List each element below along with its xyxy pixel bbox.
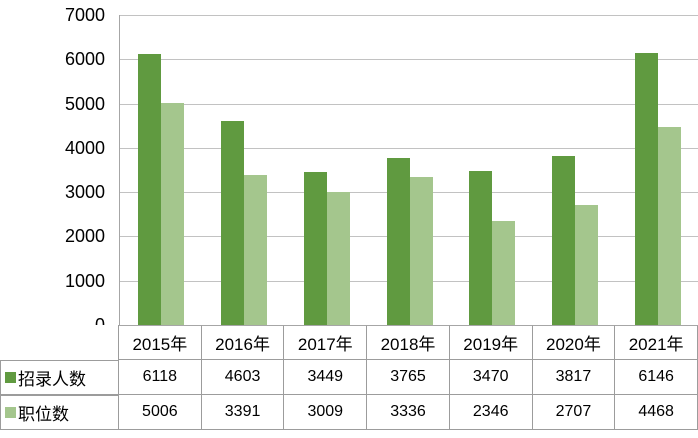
table-value-cell: 5006 [119, 395, 202, 430]
y-axis-label: 2000 [64, 226, 105, 247]
table-header-cell: 2021年 [615, 325, 698, 360]
legend-label-text: 招录人数 [18, 370, 86, 389]
table-value-cell: 3817 [532, 360, 616, 395]
table-value-cell: 2707 [532, 395, 616, 430]
legend-label-职位数: 职位数 [0, 395, 119, 430]
table-value-cell: 6118 [119, 360, 202, 395]
table-header-cell: 2016年 [201, 325, 285, 360]
gridline [120, 15, 698, 16]
bar-职位数-2017年 [326, 192, 350, 325]
table-value-cell: 3009 [284, 395, 368, 430]
legend-label-text: 职位数 [18, 405, 69, 424]
table-value-cell: 6146 [615, 360, 698, 395]
bar-职位数-2019年 [492, 221, 516, 325]
table-value-cell: 3336 [367, 395, 450, 430]
bar-招录人数-2018年 [386, 158, 410, 325]
y-axis-label: 5000 [64, 93, 105, 114]
bar-职位数-2021年 [657, 127, 681, 325]
legend-swatch-icon [5, 372, 16, 383]
bar-招录人数-2021年 [634, 53, 658, 325]
table-value-cell: 3765 [367, 360, 450, 395]
legend-label-招录人数: 招录人数 [0, 360, 119, 395]
table-header-cell: 2020年 [532, 325, 616, 360]
gridline [120, 147, 698, 149]
table-value-cell: 4603 [201, 360, 285, 395]
table-header-cell: 2019年 [449, 325, 533, 360]
y-axis: 01000200030004000500060007000 [0, 5, 105, 335]
bar-招录人数-2016年 [221, 121, 245, 325]
y-axis-label: 3000 [64, 182, 105, 203]
gridline [120, 59, 698, 61]
gridline [120, 103, 698, 105]
y-axis-label: 4000 [64, 137, 105, 158]
table-value-cell: 2346 [449, 395, 533, 430]
table-header-cell: 2018年 [367, 325, 450, 360]
bar-职位数-2020年 [574, 205, 598, 325]
bar-职位数-2015年 [161, 103, 185, 325]
table-value-cell: 4468 [615, 395, 698, 430]
y-axis-label: 6000 [64, 49, 105, 70]
plot-area [119, 15, 698, 325]
bar-职位数-2018年 [409, 177, 433, 325]
table-header-cell: 2017年 [284, 325, 368, 360]
legend-swatch-icon [5, 407, 16, 418]
table-corner-cell [0, 325, 119, 360]
table-value-cell: 3391 [201, 395, 285, 430]
table-header-cell: 2015年 [119, 325, 202, 360]
table-value-cell: 3449 [284, 360, 368, 395]
data-table: 2015年 2016年 2017年 2018年 2019年 2020年 2021年招录人数 6… [0, 325, 698, 430]
y-axis-label: 7000 [64, 5, 105, 25]
bar-招录人数-2020年 [551, 156, 575, 325]
y-axis-label: 1000 [64, 270, 105, 291]
bar-招录人数-2015年 [138, 54, 162, 325]
bar-招录人数-2019年 [469, 171, 493, 325]
bar-招录人数-2017年 [303, 172, 327, 325]
bar-职位数-2016年 [244, 175, 268, 325]
table-value-cell: 3470 [449, 360, 533, 395]
